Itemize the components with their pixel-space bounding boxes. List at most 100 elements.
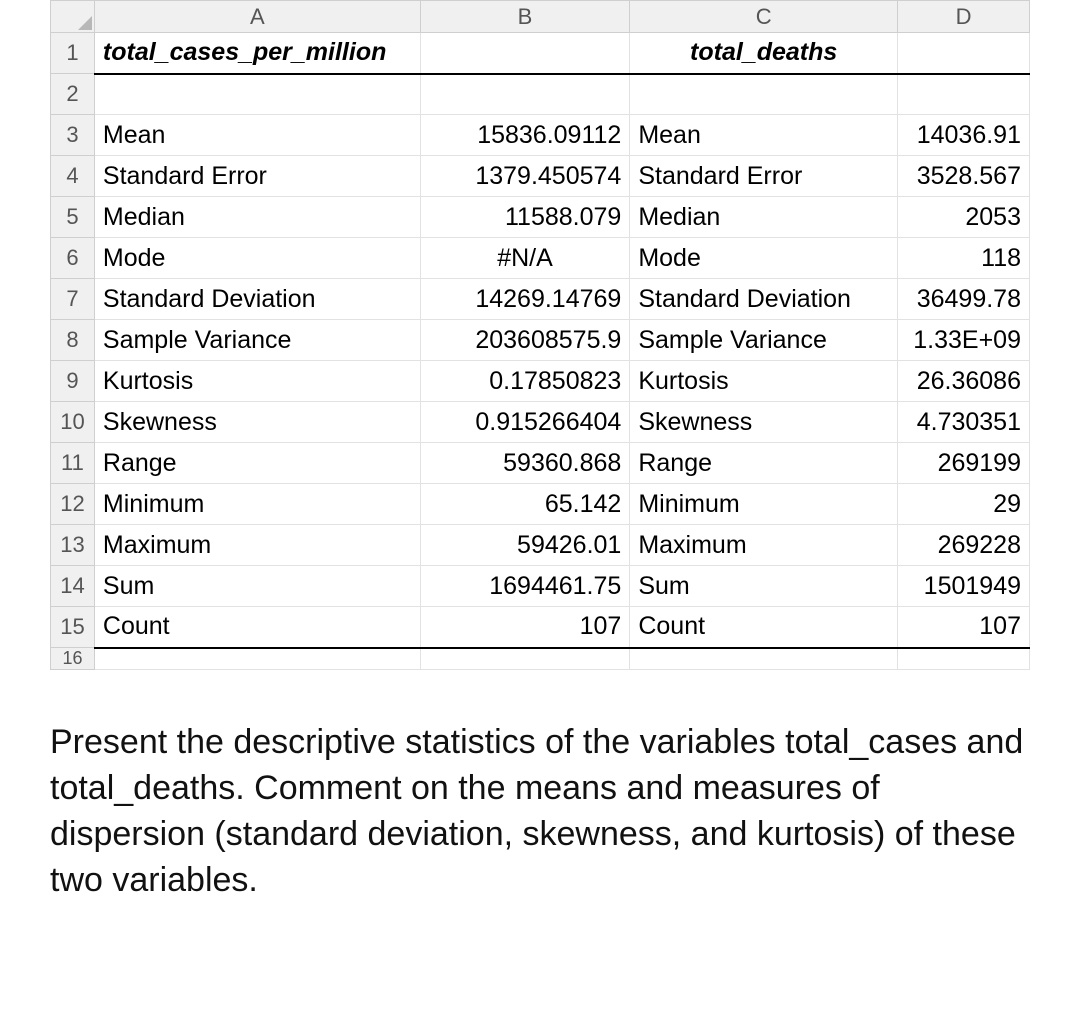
cell-A6[interactable]: Mode: [94, 238, 420, 279]
row-8: 8 Sample Variance 203608575.9 Sample Var…: [51, 320, 1030, 361]
cell-C7[interactable]: Standard Deviation: [630, 279, 898, 320]
cell-D1[interactable]: [898, 33, 1030, 74]
col-header-A[interactable]: A: [94, 1, 420, 33]
cell-A9[interactable]: Kurtosis: [94, 361, 420, 402]
cell-D4[interactable]: 3528.567: [898, 156, 1030, 197]
cell-B3[interactable]: 15836.09112: [420, 115, 630, 156]
cell-C6[interactable]: Mode: [630, 238, 898, 279]
row-header-14[interactable]: 14: [51, 566, 95, 607]
row-header-3[interactable]: 3: [51, 115, 95, 156]
cell-A13[interactable]: Maximum: [94, 525, 420, 566]
cell-C5[interactable]: Median: [630, 197, 898, 238]
row-header-2[interactable]: 2: [51, 74, 95, 115]
cell-D6[interactable]: 118: [898, 238, 1030, 279]
spreadsheet-region: A B C D 1 total_cases_per_million total_…: [0, 0, 1080, 670]
cell-B16[interactable]: [420, 648, 630, 670]
row-header-4[interactable]: 4: [51, 156, 95, 197]
row-header-11[interactable]: 11: [51, 443, 95, 484]
cell-C14[interactable]: Sum: [630, 566, 898, 607]
column-header-row: A B C D: [51, 1, 1030, 33]
cell-A7[interactable]: Standard Deviation: [94, 279, 420, 320]
row-12: 12 Minimum 65.142 Minimum 29: [51, 484, 1030, 525]
cell-D2[interactable]: [898, 74, 1030, 115]
cell-C9[interactable]: Kurtosis: [630, 361, 898, 402]
cell-C11[interactable]: Range: [630, 443, 898, 484]
cell-D7[interactable]: 36499.78: [898, 279, 1030, 320]
cell-C8[interactable]: Sample Variance: [630, 320, 898, 361]
row-4: 4 Standard Error 1379.450574 Standard Er…: [51, 156, 1030, 197]
col-header-B[interactable]: B: [420, 1, 630, 33]
cell-C15[interactable]: Count: [630, 607, 898, 648]
row-header-15[interactable]: 15: [51, 607, 95, 648]
row-header-9[interactable]: 9: [51, 361, 95, 402]
cell-D11[interactable]: 269199: [898, 443, 1030, 484]
cell-D16[interactable]: [898, 648, 1030, 670]
cell-D15[interactable]: 107: [898, 607, 1030, 648]
cell-C12[interactable]: Minimum: [630, 484, 898, 525]
row-16-partial: 16: [51, 648, 1030, 670]
cell-A16[interactable]: [94, 648, 420, 670]
cell-A8[interactable]: Sample Variance: [94, 320, 420, 361]
row-6: 6 Mode #N/A Mode 118: [51, 238, 1030, 279]
cell-A4[interactable]: Standard Error: [94, 156, 420, 197]
cell-D3[interactable]: 14036.91: [898, 115, 1030, 156]
row-15: 15 Count 107 Count 107: [51, 607, 1030, 648]
cell-A3[interactable]: Mean: [94, 115, 420, 156]
cell-D10[interactable]: 4.730351: [898, 402, 1030, 443]
row-2: 2: [51, 74, 1030, 115]
cell-C2[interactable]: [630, 74, 898, 115]
row-9: 9 Kurtosis 0.17850823 Kurtosis 26.36086: [51, 361, 1030, 402]
row-header-7[interactable]: 7: [51, 279, 95, 320]
cell-A1[interactable]: total_cases_per_million: [94, 33, 420, 74]
cell-D14[interactable]: 1501949: [898, 566, 1030, 607]
row-header-16[interactable]: 16: [51, 648, 95, 670]
cell-B14[interactable]: 1694461.75: [420, 566, 630, 607]
row-5: 5 Median 11588.079 Median 2053: [51, 197, 1030, 238]
col-header-C[interactable]: C: [630, 1, 898, 33]
cell-C13[interactable]: Maximum: [630, 525, 898, 566]
cell-A11[interactable]: Range: [94, 443, 420, 484]
cell-C3[interactable]: Mean: [630, 115, 898, 156]
cell-B8[interactable]: 203608575.9: [420, 320, 630, 361]
cell-B10[interactable]: 0.915266404: [420, 402, 630, 443]
row-header-1[interactable]: 1: [51, 33, 95, 74]
row-7: 7 Standard Deviation 14269.14769 Standar…: [51, 279, 1030, 320]
cell-C4[interactable]: Standard Error: [630, 156, 898, 197]
col-header-D[interactable]: D: [898, 1, 1030, 33]
cell-B15[interactable]: 107: [420, 607, 630, 648]
cell-B11[interactable]: 59360.868: [420, 443, 630, 484]
cell-C10[interactable]: Skewness: [630, 402, 898, 443]
row-header-5[interactable]: 5: [51, 197, 95, 238]
cell-D8[interactable]: 1.33E+09: [898, 320, 1030, 361]
cell-B9[interactable]: 0.17850823: [420, 361, 630, 402]
cell-C1[interactable]: total_deaths: [630, 33, 898, 74]
cell-B1[interactable]: [420, 33, 630, 74]
row-header-6[interactable]: 6: [51, 238, 95, 279]
cell-D12[interactable]: 29: [898, 484, 1030, 525]
row-header-12[interactable]: 12: [51, 484, 95, 525]
select-all-corner[interactable]: [51, 1, 95, 33]
cell-D9[interactable]: 26.36086: [898, 361, 1030, 402]
row-1: 1 total_cases_per_million total_deaths: [51, 33, 1030, 74]
row-header-10[interactable]: 10: [51, 402, 95, 443]
cell-A15[interactable]: Count: [94, 607, 420, 648]
cell-A14[interactable]: Sum: [94, 566, 420, 607]
cell-B2[interactable]: [420, 74, 630, 115]
row-header-8[interactable]: 8: [51, 320, 95, 361]
cell-D5[interactable]: 2053: [898, 197, 1030, 238]
cell-A10[interactable]: Skewness: [94, 402, 420, 443]
cell-D13[interactable]: 269228: [898, 525, 1030, 566]
cell-A12[interactable]: Minimum: [94, 484, 420, 525]
spreadsheet-table[interactable]: A B C D 1 total_cases_per_million total_…: [50, 0, 1030, 670]
row-header-13[interactable]: 13: [51, 525, 95, 566]
cell-B13[interactable]: 59426.01: [420, 525, 630, 566]
cell-B12[interactable]: 65.142: [420, 484, 630, 525]
cell-A5[interactable]: Median: [94, 197, 420, 238]
cell-B5[interactable]: 11588.079: [420, 197, 630, 238]
cell-B7[interactable]: 14269.14769: [420, 279, 630, 320]
cell-A2[interactable]: [94, 74, 420, 115]
question-text: Present the descriptive statistics of th…: [50, 720, 1030, 904]
cell-B6[interactable]: #N/A: [420, 238, 630, 279]
cell-C16[interactable]: [630, 648, 898, 670]
cell-B4[interactable]: 1379.450574: [420, 156, 630, 197]
